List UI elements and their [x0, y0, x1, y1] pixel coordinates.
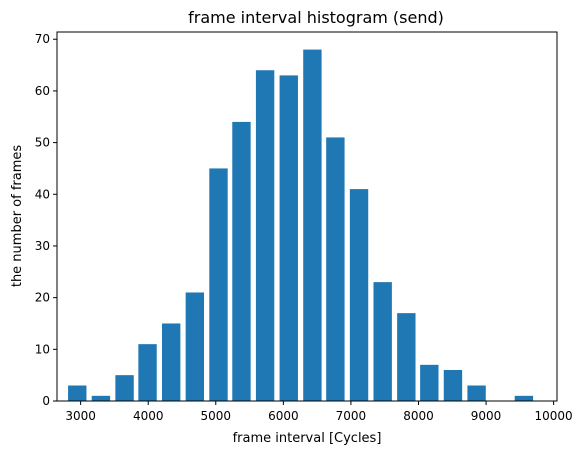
histogram-bar [138, 344, 157, 401]
histogram-bar [397, 313, 416, 401]
y-tick-label: 0 [42, 394, 50, 408]
histogram-bar [514, 395, 534, 401]
y-tick-label: 50 [35, 136, 50, 150]
histogram-bar [279, 75, 298, 401]
x-tick-label: 7000 [336, 409, 367, 423]
histogram-bar [326, 137, 345, 401]
histogram-bar [91, 395, 111, 401]
x-tick-label: 9000 [471, 409, 502, 423]
y-tick-label: 20 [35, 291, 50, 305]
x-tick-label: 3000 [65, 409, 96, 423]
y-axis-ticks: 0 10 20 30 40 50 60 70 [35, 32, 57, 408]
x-tick-label: 8000 [403, 409, 434, 423]
histogram-bar [420, 364, 439, 401]
x-tick-label: 4000 [133, 409, 164, 423]
y-tick-label: 30 [35, 239, 50, 253]
histogram-bar [303, 49, 322, 401]
y-tick-label: 70 [35, 32, 50, 46]
y-axis-label: the number of frames [10, 145, 25, 288]
y-tick-label: 40 [35, 187, 50, 201]
histogram-bar [467, 385, 486, 401]
x-tick-label: 5000 [201, 409, 232, 423]
plot-frame [56, 31, 558, 402]
histogram-bar [209, 168, 228, 401]
x-tick-label: 6000 [268, 409, 299, 423]
histogram-bar [349, 189, 369, 401]
histogram-bar [162, 323, 181, 401]
x-tick-label: 10000 [535, 409, 573, 423]
chart-title: frame interval histogram (send) [188, 8, 444, 27]
x-axis-label: frame interval [Cycles] [233, 431, 382, 446]
histogram-bar [115, 375, 134, 401]
histogram-bar [373, 282, 392, 401]
histogram-bar [255, 70, 275, 402]
bars-group [68, 49, 534, 402]
histogram-bar [443, 369, 463, 401]
histogram-bar [232, 121, 251, 402]
y-tick-label: 10 [35, 342, 50, 356]
histogram-bar [185, 292, 205, 401]
x-axis-ticks: 3000 4000 5000 6000 7000 8000 9000 10000 [65, 401, 573, 423]
y-tick-label: 60 [35, 84, 50, 98]
histogram-bar [68, 385, 87, 401]
